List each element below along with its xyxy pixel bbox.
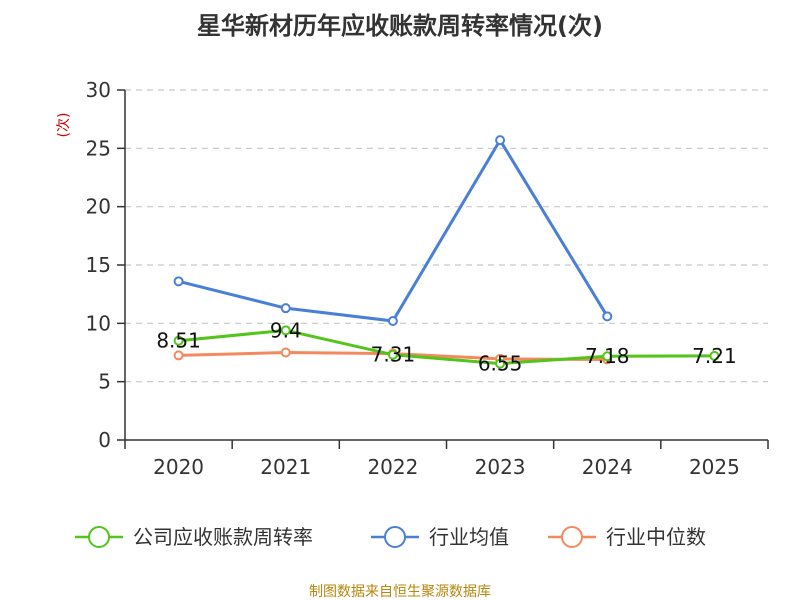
y-tick-label: 30 [86,78,111,102]
data-point [602,351,613,362]
data-point [495,358,506,369]
data-label: 9.4 [270,318,302,342]
data-label: 7.18 [585,344,630,368]
legend-marker [561,526,583,548]
data-labels: 8.51 9.4 7.31 6.55 7.18 7.21 [156,318,736,375]
source-note: 制图数据来自恒生聚源数据库 [309,584,491,600]
data-point [602,311,613,322]
data-point [387,349,398,360]
legend: 公司应收账款周转率 行业均值 行业中位数 [75,525,706,549]
legend-item-2: 行业均值 [371,525,509,549]
x-tick-label: 2025 [689,455,740,479]
x-tick-label: 2022 [367,455,418,479]
x-tick-label: 2023 [475,455,526,479]
series-line [177,138,609,323]
data-label: 6.55 [478,352,523,376]
chart-title: 星华新材历年应收账款周转率情况(次) [197,12,603,40]
y-tick-label: 20 [86,195,111,219]
legend-label: 行业中位数 [606,525,706,549]
y-tick-label: 5 [98,370,111,394]
x-tick-label: 2020 [153,455,204,479]
x-tick-label: 2024 [582,455,633,479]
y-tick-label: 0 [98,428,111,452]
x-tick-label: 2021 [260,455,311,479]
data-point [709,350,720,361]
grid-lines [125,89,768,383]
legend-label: 公司应收账款周转率 [133,525,313,549]
data-label: 8.51 [156,329,201,353]
y-axis-unit: (次) [56,113,72,138]
data-label: 7.21 [692,344,737,368]
data-point [173,335,184,346]
data-point [280,303,291,314]
legend-label: 行业均值 [429,525,509,549]
series-line [177,328,716,366]
y-tick-label: 25 [86,136,111,160]
legend-item-1: 公司应收账款周转率 [75,525,313,549]
data-point [387,316,398,326]
data-point [173,350,184,361]
series-2 [173,135,613,326]
data-point [280,325,291,336]
series-1 [173,325,720,369]
data-point [495,135,506,146]
y-tick-label: 10 [86,311,111,335]
legend-marker [384,526,406,548]
legend-marker [88,526,110,548]
data-point [173,276,184,287]
series-group [173,135,720,369]
legend-item-3: 行业中位数 [548,525,706,549]
y-tick-label: 15 [86,253,111,277]
data-point [280,347,291,358]
data-label: 7.31 [371,343,416,367]
